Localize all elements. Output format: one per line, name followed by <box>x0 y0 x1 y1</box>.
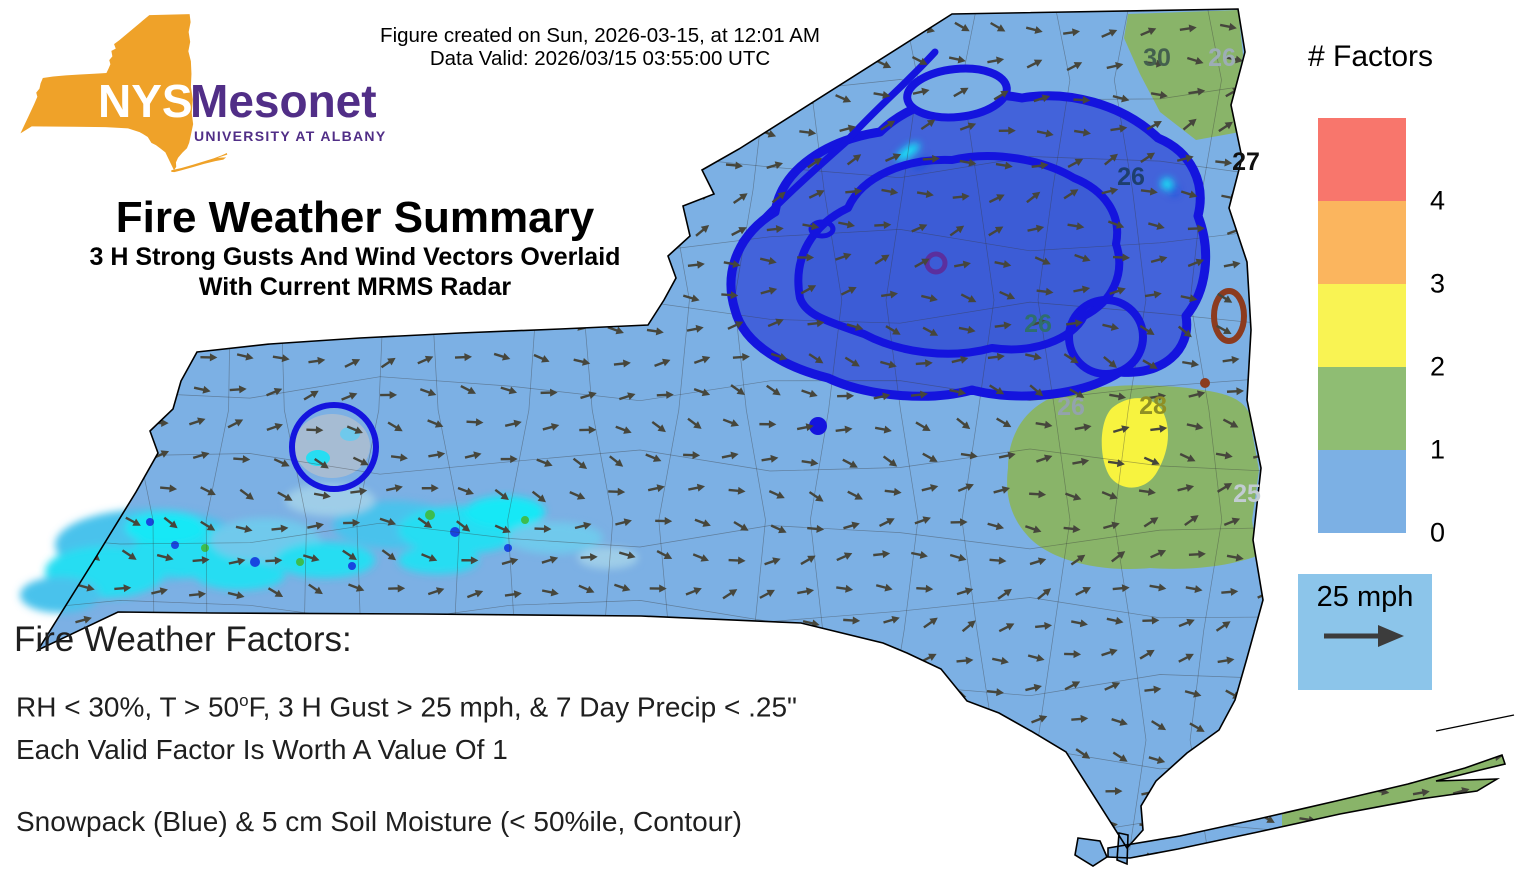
legend-entry: 1 <box>1318 367 1445 465</box>
snowpack-soil-line: Snowpack (Blue) & 5 cm Soil Moisture (< … <box>16 806 742 837</box>
svg-text:26: 26 <box>1208 44 1236 72</box>
state-outline <box>37 8 1515 867</box>
legend-tick-label: 3 <box>1430 268 1446 299</box>
legend-tick-label: 4 <box>1430 185 1446 216</box>
factors-legend-entries: 4 3 2 1 0 <box>1318 118 1445 548</box>
legend-color-swatch <box>1318 284 1406 367</box>
legend-color-swatch <box>1318 450 1406 533</box>
svg-text:26: 26 <box>1117 163 1145 191</box>
svg-text:28: 28 <box>1139 392 1167 420</box>
fire-weather-factors-heading: Fire Weather Factors: <box>14 620 352 659</box>
logo-mesonet-text: Mesonet <box>190 75 377 127</box>
logo-university-text: UNIVERSITY AT ALBANY <box>194 128 387 144</box>
legend-entry: 3 <box>1318 201 1445 299</box>
figure-subtitle-1: 3 H Strong Gusts And Wind Vectors Overla… <box>89 242 621 271</box>
svg-text:30: 30 <box>1143 44 1171 72</box>
svg-text:27: 27 <box>1232 148 1260 176</box>
wind-arrow-icon <box>1324 625 1404 647</box>
radar-gray-cell <box>294 414 370 478</box>
logo-nys-text: NYS <box>98 75 193 127</box>
soil-moisture-contour <box>1200 288 1247 388</box>
legend-tick-label: 1 <box>1430 434 1446 465</box>
legend-entry: 4 <box>1318 118 1445 216</box>
snow-dot <box>809 417 827 435</box>
svg-text:26: 26 <box>1057 393 1085 421</box>
data-valid-line: Data Valid: 2026/03/15 03:55:00 UTC <box>429 47 771 70</box>
figure-timestamps: Figure created on Sun, 2026-03-15, at 12… <box>300 24 900 70</box>
wind-speed-legend: 25 mph <box>1298 574 1432 690</box>
legend-tick-label: 2 <box>1430 351 1446 382</box>
legend-color-swatch <box>1318 201 1406 284</box>
factor-value-line: Each Valid Factor Is Worth A Value Of 1 <box>16 734 508 765</box>
connecticut-shoreline <box>1435 714 1515 732</box>
purple-soil-ring <box>924 251 948 275</box>
wind-speed-label: 25 mph <box>1316 581 1414 613</box>
svg-text:26: 26 <box>1024 310 1052 338</box>
svg-text:25: 25 <box>1233 480 1261 508</box>
figure-created-line: Figure created on Sun, 2026-03-15, at 12… <box>380 24 820 47</box>
title-block: Fire Weather Summary 3 H Strong Gusts An… <box>30 194 680 303</box>
figure-title: Fire Weather Summary <box>115 193 595 242</box>
factors-criteria-line: RH < 30%, T > 50oF, 3 H Gust > 25 mph, &… <box>16 691 797 723</box>
legend-color-swatch <box>1318 367 1406 450</box>
legend-tick-label: 0 <box>1430 517 1446 548</box>
gust-value-labels: 30 26 27 26 26 26 28 25 <box>1024 44 1261 508</box>
nys-mesonet-logo: NYS Mesonet UNIVERSITY AT ALBANY <box>20 8 400 183</box>
degree-superscript: o <box>239 691 249 710</box>
legend-color-swatch <box>1318 118 1406 201</box>
legend-title: # Factors <box>1308 40 1434 73</box>
legend-entry: 0 <box>1318 450 1445 548</box>
figure-subtitle-2: With Current MRMS Radar <box>198 273 512 302</box>
snowpack-region <box>730 94 1206 397</box>
radar-specks <box>146 510 529 570</box>
west-snow-ring <box>289 402 379 492</box>
legend-entry: 2 <box>1318 284 1445 382</box>
